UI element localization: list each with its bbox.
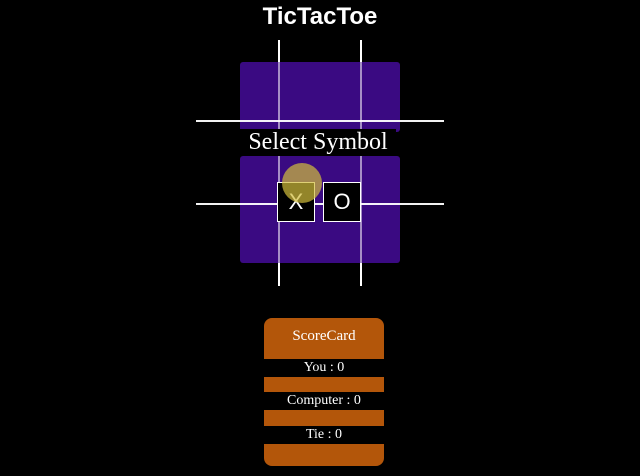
grid-line-vertical-1 — [278, 40, 280, 286]
grid-line-stub — [360, 40, 362, 62]
select-x-button[interactable]: X — [277, 182, 315, 222]
scorecard-title: ScoreCard — [292, 328, 356, 344]
grid-line-stub — [360, 263, 362, 286]
score-you: You : 0 — [264, 359, 384, 377]
score-computer: Computer : 0 — [264, 392, 384, 410]
select-symbol-label: Select Symbol — [240, 129, 396, 156]
game-title: TicTacToe — [262, 3, 378, 30]
grid-line-stub — [278, 263, 280, 286]
score-tie: Tie : 0 — [264, 426, 384, 444]
grid-line-horizontal-1 — [196, 120, 444, 122]
grid-line-stub — [278, 40, 280, 62]
board-panel-bottom — [240, 156, 400, 263]
game-board — [196, 40, 444, 286]
select-o-button[interactable]: O — [323, 182, 361, 222]
scorecard: ScoreCard You : 0 Computer : 0 Tie : 0 — [264, 318, 384, 466]
board-panel-top — [240, 62, 400, 132]
grid-line-horizontal-2 — [196, 203, 444, 205]
grid-line-vertical-2 — [360, 40, 362, 286]
